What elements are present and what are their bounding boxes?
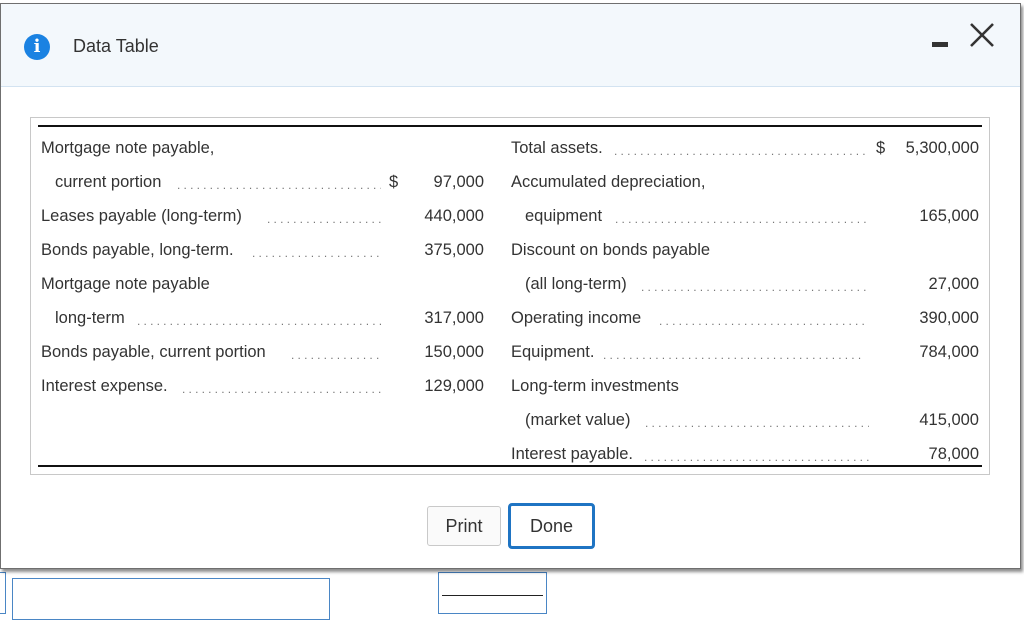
dot-leader: ........................................ — [659, 314, 869, 328]
data-table: Mortgage note payable, current portion...… — [30, 117, 990, 475]
print-button[interactable]: Print — [427, 506, 501, 546]
dialog-titlebar: i Data Table — [1, 4, 1020, 87]
row-label: Long-term investments — [511, 377, 679, 395]
row-amount: 415,000 — [919, 411, 979, 429]
row-label: Bonds payable, current portion — [41, 343, 266, 361]
minimize-icon — [932, 42, 948, 47]
data-table-dialog: i Data Table Mortgage note payable, curre… — [0, 3, 1021, 569]
close-button[interactable] — [967, 20, 997, 50]
row-amount: 165,000 — [919, 207, 979, 225]
row-amount: 150,000 — [424, 343, 484, 361]
row-label: (all long-term) — [525, 275, 627, 293]
dot-leader: ........................................ — [267, 212, 381, 226]
table-row: Mortgage note payable, — [41, 139, 484, 163]
dot-leader: ........................................ — [291, 348, 381, 362]
dot-leader: ........................................ — [644, 450, 869, 464]
dot-leader: ........................................ — [645, 416, 869, 430]
table-row: Discount on bonds payable — [511, 241, 979, 265]
row-label: Bonds payable, long-term. — [41, 241, 234, 259]
row-label: Interest payable. — [511, 445, 633, 463]
dot-leader: ........................................ — [252, 246, 381, 260]
table-row: Interest expense........................… — [41, 377, 484, 401]
row-amount: 390,000 — [919, 309, 979, 327]
row-label: Equipment. — [511, 343, 595, 361]
table-row: (all long-term).........................… — [511, 275, 979, 299]
minimize-button[interactable] — [929, 26, 959, 56]
table-row: Operating income........................… — [511, 309, 979, 333]
dot-leader: ........................................ — [641, 280, 869, 294]
table-row: Bonds payable, long-term................… — [41, 241, 484, 265]
row-label: Mortgage note payable — [41, 275, 210, 293]
dot-leader: ........................................ — [614, 144, 869, 158]
background-field — [0, 572, 6, 614]
dialog-title: Data Table — [73, 36, 159, 56]
row-amount: 784,000 — [919, 343, 979, 361]
dot-leader: ........................................ — [137, 314, 381, 328]
table-row: Accumulated depreciation, — [511, 173, 979, 197]
row-amount: 97,000 — [433, 173, 484, 191]
row-label: equipment — [525, 207, 603, 225]
done-button[interactable]: Done — [508, 503, 595, 549]
row-label: Discount on bonds payable — [511, 241, 711, 259]
table-row: Equipment...............................… — [511, 343, 979, 367]
table-row: Mortgage note payable — [41, 275, 484, 299]
row-label: long-term — [55, 309, 125, 327]
table-row: Bonds payable, current portion..........… — [41, 343, 484, 367]
dot-leader: ........................................ — [177, 178, 381, 192]
table-row: Long-term investments — [511, 377, 979, 401]
table-row: equipment...............................… — [511, 207, 979, 231]
background-input-field — [12, 578, 330, 620]
table-top-rule — [38, 125, 982, 127]
row-label: Leases payable (long-term) — [41, 207, 242, 225]
close-icon — [970, 23, 994, 47]
background-answer-box — [438, 572, 547, 614]
row-amount: 375,000 — [424, 241, 484, 259]
table-bottom-rule — [38, 465, 982, 467]
dollar-sign: $ — [876, 139, 886, 157]
table-row: long-term...............................… — [41, 309, 484, 333]
row-label: current portion — [55, 173, 162, 191]
table-row: current portion.........................… — [41, 173, 484, 197]
table-row: Total assets............................… — [511, 139, 979, 163]
table-row: Interest payable........................… — [511, 445, 979, 469]
row-amount: 5,300,000 — [905, 139, 979, 157]
row-label: Operating income — [511, 309, 642, 327]
dollar-sign: $ — [389, 173, 399, 191]
table-row: Leases payable (long-term)..............… — [41, 207, 484, 231]
row-label: Interest expense. — [41, 377, 168, 395]
row-amount: 440,000 — [424, 207, 484, 225]
row-amount: 129,000 — [424, 377, 484, 395]
row-amount: 27,000 — [928, 275, 979, 293]
info-icon: i — [24, 34, 50, 60]
dot-leader: ........................................ — [615, 212, 869, 226]
row-label: (market value) — [525, 411, 631, 429]
row-label: Total assets. — [511, 139, 603, 157]
row-label: Mortgage note payable, — [41, 139, 215, 157]
row-amount: 317,000 — [424, 309, 484, 327]
dot-leader: ........................................ — [182, 382, 381, 396]
table-row: (market value)..........................… — [511, 411, 979, 435]
dot-leader: ........................................ — [603, 348, 865, 362]
row-amount: 78,000 — [928, 445, 979, 463]
row-label: Accumulated depreciation, — [511, 173, 706, 191]
